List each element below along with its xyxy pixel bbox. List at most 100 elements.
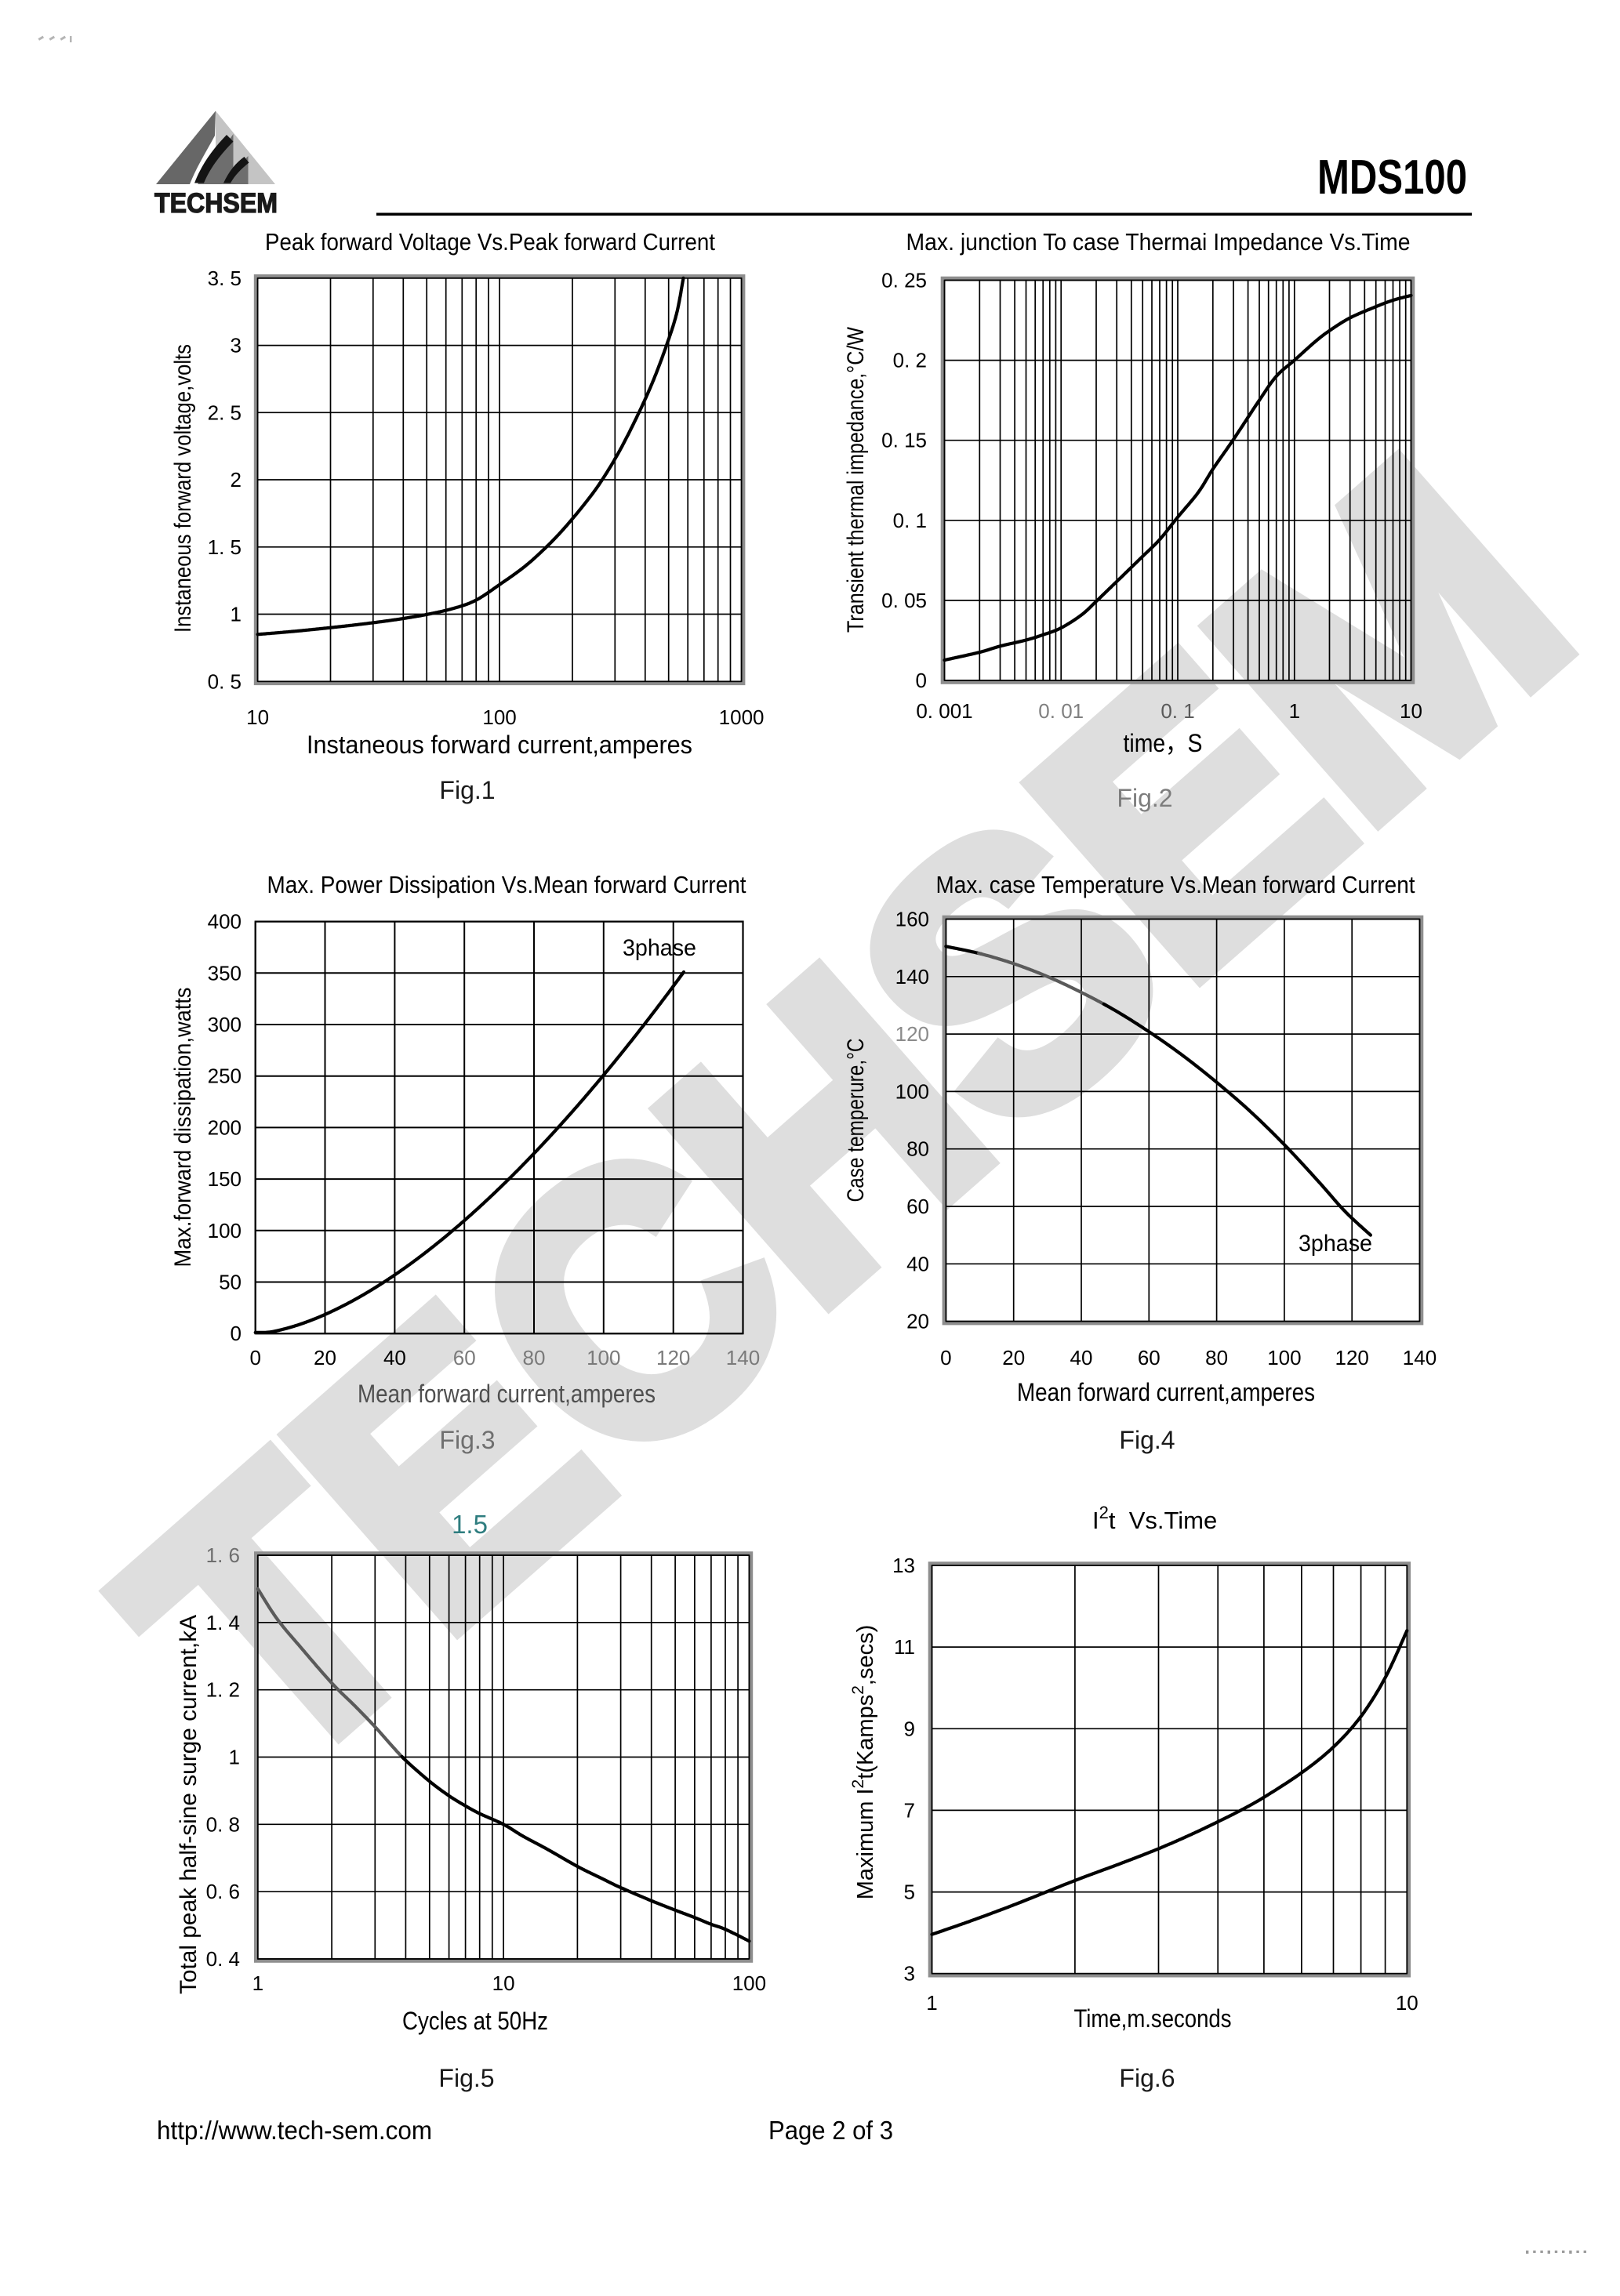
svg-text:1. 5: 1. 5 [208,535,242,559]
svg-text:0. 2: 0. 2 [893,349,927,372]
svg-text:0. 5: 0. 5 [208,669,242,693]
svg-text:140: 140 [1403,1346,1437,1369]
svg-text:1. 4: 1. 4 [206,1611,240,1634]
svg-text:Case temperure,°C: Case temperure,°C [843,1039,869,1202]
svg-text:0: 0 [231,1322,242,1345]
svg-text:400: 400 [208,910,242,934]
svg-text:100: 100 [732,1971,766,1995]
svg-text:40: 40 [906,1252,929,1275]
svg-text:Fig.1: Fig.1 [439,776,495,804]
svg-text:1.5: 1.5 [452,1510,488,1539]
svg-text:13: 13 [892,1554,915,1577]
svg-text:2. 5: 2. 5 [208,401,242,424]
svg-text:60: 60 [453,1346,476,1369]
svg-text:250: 250 [208,1065,242,1088]
svg-text:3phase: 3phase [623,935,696,961]
svg-text:350: 350 [208,961,242,985]
svg-text:Maximum I2t(Kamps2,secs): Maximum I2t(Kamps2,secs) [849,1625,878,1900]
svg-text:0. 15: 0. 15 [881,429,927,452]
svg-text:100: 100 [482,705,516,729]
svg-text:1: 1 [252,1971,263,1995]
svg-text:Max. Power Dissipation Vs.Mean: Max. Power Dissipation Vs.Mean forward C… [267,871,746,898]
svg-text:100: 100 [587,1346,620,1369]
svg-text:140: 140 [895,965,929,988]
svg-text:0. 1: 0. 1 [893,509,927,532]
svg-text:20: 20 [906,1310,929,1333]
svg-text:1: 1 [231,603,242,626]
svg-text:0: 0 [940,1346,951,1369]
svg-text:10: 10 [492,1971,515,1995]
svg-text:0. 01: 0. 01 [1038,699,1084,723]
svg-text:2: 2 [231,468,242,491]
svg-text:60: 60 [1138,1346,1161,1369]
svg-text:80: 80 [906,1137,929,1161]
svg-text:1: 1 [926,1991,937,2015]
svg-text:1000: 1000 [719,705,765,729]
svg-text:10: 10 [1396,1991,1418,2015]
svg-text:3: 3 [904,1962,915,1986]
svg-text:150: 150 [208,1167,242,1191]
svg-text:20: 20 [1002,1346,1025,1369]
svg-text:200: 200 [208,1115,242,1139]
svg-text:http://www.tech-sem.com: http://www.tech-sem.com [157,2116,432,2145]
svg-text:1. 2: 1. 2 [206,1678,240,1702]
svg-text:Mean forward current,amperes: Mean forward current,amperes [1017,1378,1315,1406]
svg-text:120: 120 [656,1346,690,1369]
svg-text:1: 1 [229,1746,240,1769]
svg-text:0. 001: 0. 001 [916,699,972,723]
svg-text:10: 10 [246,705,269,729]
svg-text:0: 0 [916,669,927,692]
svg-text:50: 50 [219,1271,242,1294]
svg-text:120: 120 [1335,1346,1369,1369]
svg-text:140: 140 [726,1346,760,1369]
svg-text:Fig.2: Fig.2 [1117,784,1172,812]
svg-text:0. 25: 0. 25 [881,269,927,292]
svg-text:80: 80 [1205,1346,1228,1369]
svg-text:Peak forward Voltage Vs.Peak f: Peak forward Voltage Vs.Peak forward Cur… [265,228,715,256]
svg-text:100: 100 [1267,1346,1301,1369]
svg-text:3. 5: 3. 5 [208,267,242,290]
svg-text:Fig.3: Fig.3 [439,1426,495,1454]
svg-text:Fig.4: Fig.4 [1119,1426,1175,1454]
svg-text:160: 160 [895,908,929,931]
svg-text:10: 10 [1400,699,1422,723]
svg-text:0. 05: 0. 05 [881,589,927,612]
svg-text:80: 80 [523,1346,546,1369]
svg-text:Max.forward dissipation,watts: Max.forward dissipation,watts [170,988,196,1268]
svg-text:time，S: time，S [1124,729,1203,757]
svg-text:9: 9 [904,1717,915,1740]
svg-text:Max. junction To case Thermai: Max. junction To case Thermai Impedance … [906,228,1411,256]
svg-text:Time,m.seconds: Time,m.seconds [1074,2004,1232,2033]
svg-text:Max. case Temperature Vs.Mean: Max. case Temperature Vs.Mean forward Cu… [936,871,1415,898]
svg-text:Transient thermal impedance,°C: Transient thermal impedance,°C/W [843,326,869,633]
svg-text:Mean forward current,amperes: Mean forward current,amperes [358,1380,656,1408]
svg-text:Cycles at 50Hz: Cycles at 50Hz [402,2007,548,2035]
svg-text:100: 100 [895,1079,929,1103]
svg-text:Instaneous forward current,amp: Instaneous forward current,amperes [307,731,692,759]
svg-text:Instaneous forward voltage,vol: Instaneous forward voltage,volts [170,344,196,633]
svg-text:MDS100: MDS100 [1317,151,1467,205]
svg-text:1: 1 [1289,699,1300,723]
svg-text:60: 60 [906,1195,929,1218]
svg-text:3phase: 3phase [1299,1231,1372,1257]
svg-text:0. 4: 0. 4 [206,1947,240,1971]
svg-text:Fig.5: Fig.5 [438,2064,494,2092]
svg-text:7: 7 [904,1798,915,1822]
svg-text:Page 2 of 3: Page 2 of 3 [768,2116,893,2145]
svg-text:120: 120 [895,1022,929,1046]
svg-text:5: 5 [904,1881,915,1904]
svg-text:0. 6: 0. 6 [206,1880,240,1903]
svg-text:I2t Vs.Time: I2t Vs.Time [1092,1503,1217,1534]
svg-text:1. 6: 1. 6 [206,1543,240,1567]
svg-text:11: 11 [894,1635,915,1659]
svg-text:20: 20 [314,1346,336,1369]
svg-text:40: 40 [383,1346,406,1369]
svg-text:300: 300 [208,1013,242,1036]
svg-text:0. 1: 0. 1 [1161,699,1194,723]
svg-text:0: 0 [249,1346,260,1369]
svg-text:Fig.6: Fig.6 [1119,2064,1175,2092]
svg-text:Total peak half-sine surge cur: Total peak half-sine surge current,kA [176,1615,202,1994]
svg-text:TECHSEM: TECHSEM [154,188,278,219]
svg-text:0. 8: 0. 8 [206,1812,240,1836]
svg-text:3: 3 [231,334,242,357]
